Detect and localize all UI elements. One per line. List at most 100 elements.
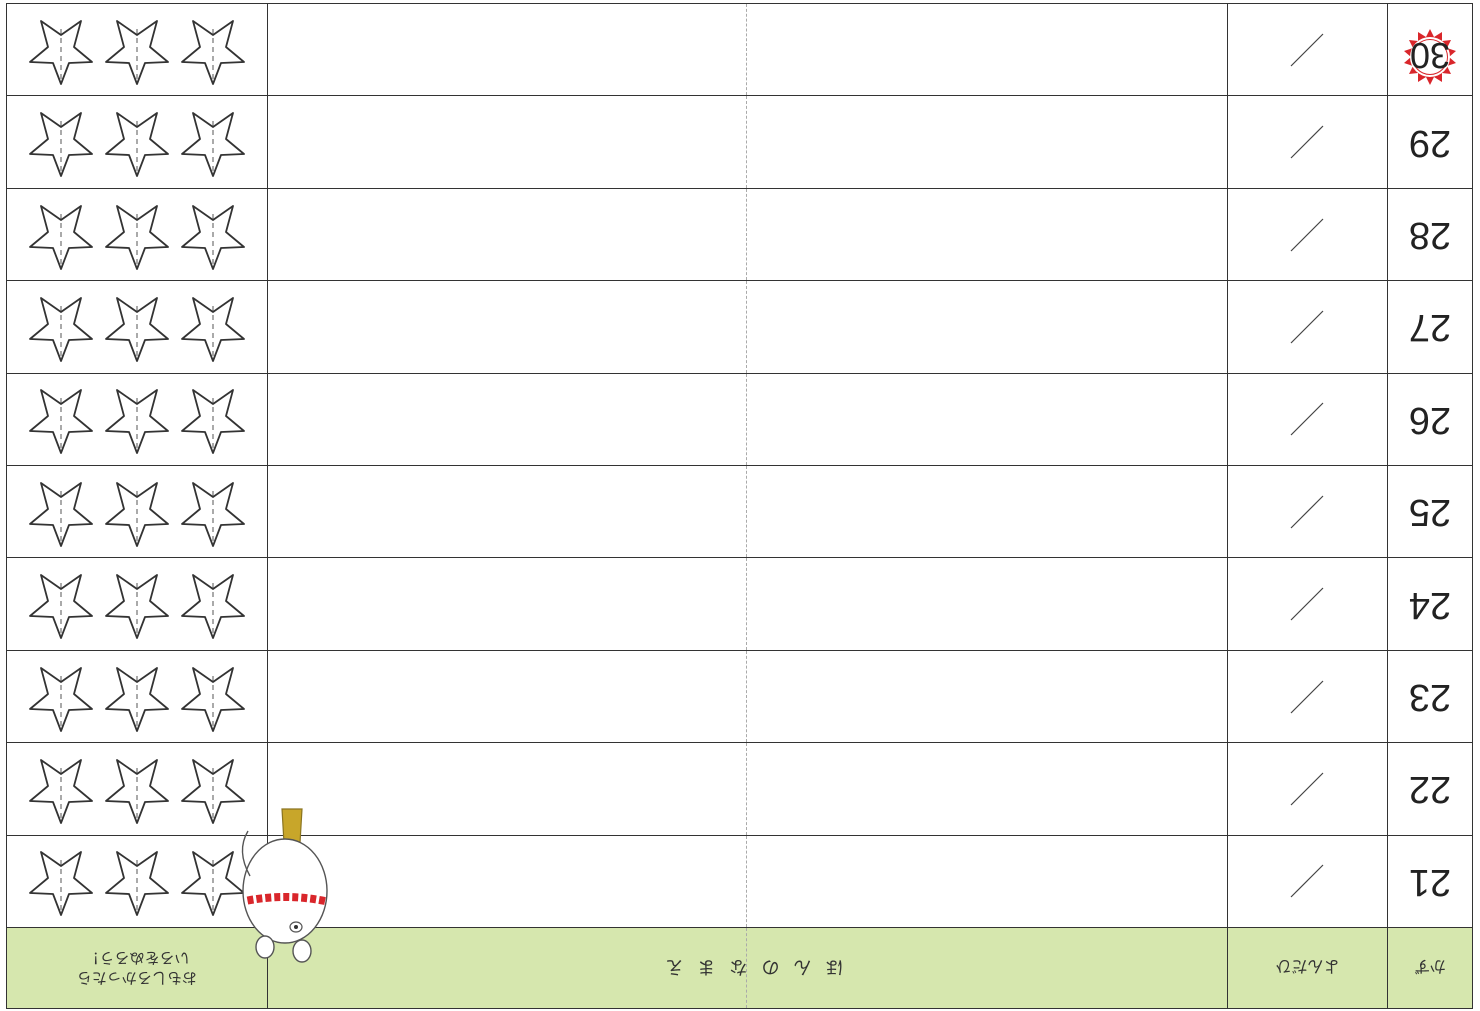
table-row: 29 [6,95,1473,189]
slash-icon [1291,495,1324,529]
star-outline-icon[interactable] [27,382,95,456]
center-dashed-line [746,466,748,558]
book-title-cell[interactable] [267,742,1228,836]
star-outline-icon[interactable] [103,382,171,456]
date-cell[interactable] [1227,465,1388,558]
slash-icon [1291,864,1324,898]
table-row: 22 [6,742,1473,836]
star-outline-icon[interactable] [27,198,95,272]
date-cell[interactable] [1227,188,1388,281]
star-outline-icon[interactable] [179,475,247,549]
rating-header-line2: いろをぬろう！ [84,949,190,967]
slash-icon [1291,33,1324,67]
star-outline-icon[interactable] [27,567,95,641]
center-dashed-line [746,835,748,927]
row-number: 24 [1387,557,1473,651]
star-outline-icon[interactable] [179,844,247,918]
date-cell[interactable] [1227,280,1388,374]
book-title-cell[interactable] [267,280,1228,374]
star-outline-icon[interactable] [179,13,247,87]
book-title-cell[interactable] [267,465,1228,558]
table-row: 27 [6,280,1473,374]
slash-icon [1291,772,1324,806]
book-title-cell[interactable] [267,650,1228,743]
center-dashed-line [746,373,748,466]
slash-icon [1291,587,1324,621]
star-outline-icon[interactable] [179,105,247,179]
center-dashed-line [746,558,748,650]
star-outline-icon[interactable] [27,752,95,826]
star-outline-icon[interactable] [179,198,247,272]
rating-stars [6,373,268,466]
star-outline-icon[interactable] [103,752,171,826]
row-number: 23 [1387,650,1473,743]
date-cell[interactable] [1227,742,1388,836]
book-title-cell[interactable] [267,95,1228,189]
bear-mascot-illustration [241,808,328,963]
date-cell[interactable] [1227,835,1388,928]
star-outline-icon[interactable] [27,105,95,179]
rating-stars [6,3,268,96]
star-outline-icon[interactable] [27,475,95,549]
title-header-label: ほんのなまえ [651,956,844,977]
date-header: よんだひ [1227,927,1388,1009]
header-row: かず よんだひ ほんのなまえ おもしろかったら いろをぬろう！ [6,927,1473,1009]
book-title-cell[interactable] [267,373,1228,466]
row-number: 29 [1387,95,1473,189]
number-header: かず [1387,927,1473,1009]
star-outline-icon[interactable] [179,567,247,641]
rating-stars [6,650,268,743]
center-dashed-line [746,928,748,1008]
book-title-cell[interactable] [267,3,1228,96]
star-outline-icon[interactable] [103,290,171,364]
table-row: 26 [6,373,1473,466]
date-cell[interactable] [1227,95,1388,189]
rating-stars [6,465,268,558]
slash-icon [1291,680,1324,713]
star-outline-icon[interactable] [103,660,171,734]
star-outline-icon[interactable] [179,752,247,826]
rating-stars [6,95,268,189]
title-header: ほんのなまえ [267,927,1228,1009]
row-number-badge-cell: 30 [1387,3,1473,96]
center-dashed-line [746,650,748,743]
star-outline-icon[interactable] [179,290,247,364]
table-row: 28 [6,188,1473,281]
star-outline-icon[interactable] [27,844,95,918]
row-number: 21 [1387,835,1473,928]
star-outline-icon[interactable] [103,567,171,641]
book-title-cell[interactable] [267,557,1228,651]
table-row: 24 [6,557,1473,651]
sunburst-badge-icon [1404,28,1456,85]
reading-log-table: かず よんだひ ほんのなまえ おもしろかったら いろをぬろう！ 21 [6,3,1473,1009]
milestone-badge: 30 [1399,24,1461,86]
table-row: 30 [6,3,1473,96]
date-cell[interactable] [1227,3,1388,96]
star-outline-icon[interactable] [179,382,247,456]
star-outline-icon[interactable] [27,13,95,87]
book-title-cell[interactable] [267,835,1228,928]
row-number: 28 [1387,188,1473,281]
star-outline-icon[interactable] [27,660,95,734]
slash-icon [1291,402,1324,436]
row-number: 27 [1387,280,1473,374]
book-title-cell[interactable] [267,188,1228,281]
star-outline-icon[interactable] [103,198,171,272]
slash-icon [1291,125,1324,159]
star-outline-icon[interactable] [103,13,171,87]
center-dashed-line [746,96,748,188]
star-outline-icon[interactable] [103,844,171,918]
date-cell[interactable] [1227,650,1388,743]
date-cell[interactable] [1227,373,1388,466]
rating-stars [6,835,268,928]
star-outline-icon[interactable] [103,105,171,179]
slash-icon [1291,218,1324,252]
rating-stars [6,188,268,281]
star-outline-icon[interactable] [103,475,171,549]
table-row: 23 [6,650,1473,743]
rating-stars [6,742,268,836]
date-cell[interactable] [1227,557,1388,651]
star-outline-icon[interactable] [27,290,95,364]
rating-header: おもしろかったら いろをぬろう！ [6,927,268,1009]
star-outline-icon[interactable] [179,660,247,734]
